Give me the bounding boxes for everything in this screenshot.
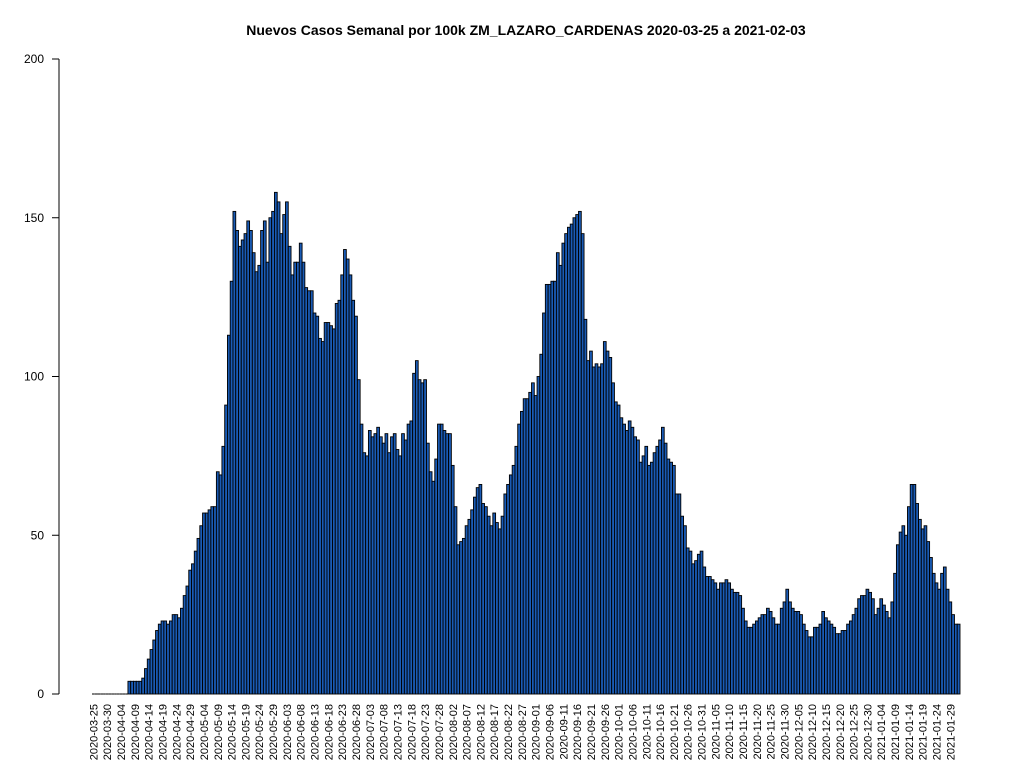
x-tick-label: 2020-04-24 — [171, 704, 183, 760]
x-tick-label: 2020-12-25 — [849, 704, 861, 760]
x-tick-label: 2021-01-04 — [876, 704, 888, 760]
x-tick-label: 2020-12-20 — [835, 704, 847, 760]
x-tick-label: 2020-10-21 — [669, 704, 681, 760]
x-tick-label: 2020-09-06 — [545, 704, 557, 760]
x-tick-label: 2020-05-24 — [254, 704, 266, 760]
x-tick-label: 2020-10-06 — [627, 704, 639, 760]
x-axis-labels: 2020-03-25 2020-03-30 2020-04-04 2020-04-09… — [88, 704, 957, 760]
x-tick-label: 2020-04-09 — [130, 704, 142, 760]
x-tick-label: 2020-09-16 — [572, 704, 584, 760]
y-tick-label: 150 — [24, 211, 44, 225]
x-tick-label: 2020-05-29 — [268, 704, 280, 760]
x-tick-label: 2020-03-30 — [102, 704, 114, 760]
x-tick-label: 2020-08-17 — [489, 704, 501, 760]
x-tick-label: 2020-05-19 — [240, 704, 252, 760]
x-tick-label: 2020-04-04 — [116, 704, 128, 760]
x-tick-label: 2020-10-11 — [641, 704, 653, 759]
x-tick-label: 2020-09-01 — [531, 704, 543, 760]
bar-series — [92, 191, 961, 695]
x-tick-label: 2021-01-19 — [918, 704, 930, 760]
x-tick-label: 2020-07-13 — [392, 704, 404, 760]
x-tick-label: 2020-05-04 — [199, 704, 211, 760]
x-tick-label: 2020-08-12 — [475, 704, 487, 760]
x-tick-label: 2020-04-29 — [185, 704, 197, 760]
x-tick-label: 2020-08-27 — [517, 704, 529, 760]
x-tick-label: 2020-12-10 — [807, 704, 819, 760]
x-tick-label: 2020-11-20 — [752, 704, 764, 759]
x-tick-label: 2020-06-08 — [296, 704, 308, 760]
x-tick-label: 2020-10-16 — [655, 704, 667, 760]
x-tick-label: 2021-01-09 — [890, 704, 902, 760]
x-tick-label: 2020-09-11 — [558, 704, 570, 759]
x-tick-label: 2020-06-03 — [282, 704, 294, 760]
x-tick-label: 2020-08-02 — [448, 704, 460, 760]
x-tick-label: 2020-12-05 — [793, 704, 805, 760]
x-tick-label: 2020-06-18 — [323, 704, 335, 760]
x-tick-label: 2020-11-05 — [710, 704, 722, 759]
x-tick-label: 2020-07-28 — [434, 704, 446, 760]
x-tick-label: 2020-10-01 — [614, 704, 626, 760]
y-tick-label: 50 — [31, 528, 45, 542]
x-tick-label: 2020-11-15 — [738, 704, 750, 759]
x-tick-label: 2020-08-22 — [503, 704, 515, 760]
x-tick-label: 2020-05-09 — [213, 704, 225, 760]
x-tick-label: 2021-01-29 — [945, 704, 957, 760]
x-tick-label: 2020-04-19 — [157, 704, 169, 760]
x-tick-label: 2020-11-25 — [766, 704, 778, 759]
x-tick-label: 2020-09-26 — [600, 704, 612, 760]
x-tick-label: 2020-08-07 — [462, 704, 474, 760]
y-tick-label: 200 — [24, 52, 44, 66]
x-tick-label: 2020-07-03 — [365, 704, 377, 760]
x-tick-label: 2020-07-08 — [379, 704, 391, 760]
y-tick-label: 100 — [24, 370, 44, 384]
x-tick-label: 2021-01-24 — [932, 704, 944, 760]
x-tick-label: 2020-09-21 — [586, 704, 598, 760]
x-tick-label: 2020-10-31 — [697, 704, 709, 760]
x-tick-label: 2020-11-10 — [724, 704, 736, 759]
x-tick-label: 2020-05-14 — [227, 704, 239, 760]
x-tick-label: 2021-01-14 — [904, 704, 916, 760]
y-tick-label: 0 — [37, 687, 44, 701]
bar — [956, 623, 961, 695]
x-tick-label: 2020-06-23 — [337, 704, 349, 760]
x-tick-label: 2020-07-23 — [420, 704, 432, 760]
y-axis: 0 50 100 150 200 — [24, 52, 60, 701]
chart-title: Nuevos Casos Semanal por 100k ZM_LAZARO_… — [246, 22, 806, 38]
x-tick-label: 2020-11-30 — [779, 704, 791, 759]
x-tick-label: 2020-04-14 — [144, 704, 156, 760]
x-tick-label: 2020-07-18 — [406, 704, 418, 760]
x-tick-label: 2020-06-28 — [351, 704, 363, 760]
x-tick-label: 2020-12-15 — [821, 704, 833, 760]
x-tick-label: 2020-03-25 — [88, 704, 100, 760]
x-tick-label: 2020-10-26 — [683, 704, 695, 760]
x-tick-label: 2020-12-30 — [862, 704, 874, 760]
x-tick-label: 2020-06-13 — [310, 704, 322, 760]
